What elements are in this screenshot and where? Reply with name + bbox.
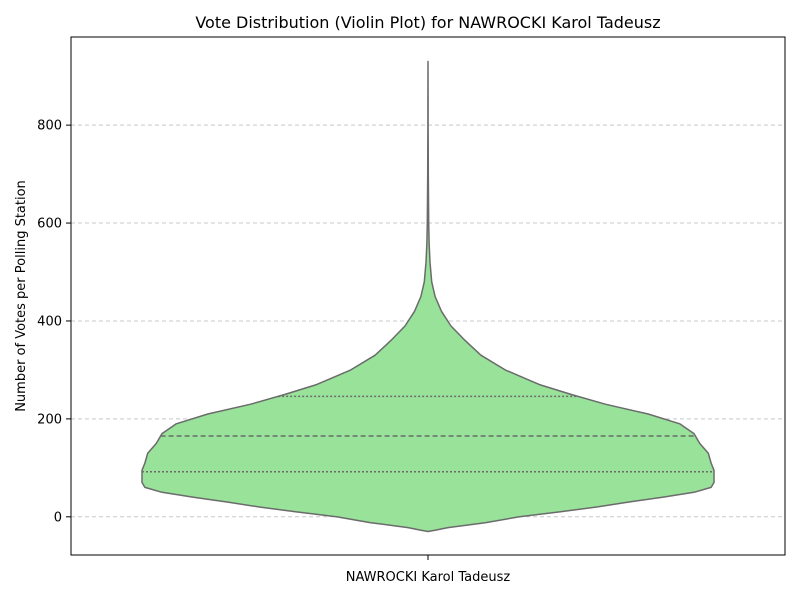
y-tick-label: 800 — [37, 119, 62, 134]
y-tick-label: 600 — [37, 217, 62, 232]
y-tick-label: 200 — [37, 412, 62, 427]
chart-title: Vote Distribution (Violin Plot) for NAWR… — [195, 13, 660, 32]
y-tick-label: 0 — [54, 510, 62, 525]
violin-body — [141, 60, 715, 533]
y-axis: 0 200 400 600 800 — [37, 119, 71, 525]
y-axis-label: Number of Votes per Polling Station — [14, 180, 29, 412]
x-tick-label: NAWROCKI Karol Tadeusz — [346, 570, 511, 585]
y-tick-label: 400 — [37, 314, 62, 329]
violin-layer — [141, 60, 715, 533]
x-axis: NAWROCKI Karol Tadeusz — [346, 555, 511, 585]
